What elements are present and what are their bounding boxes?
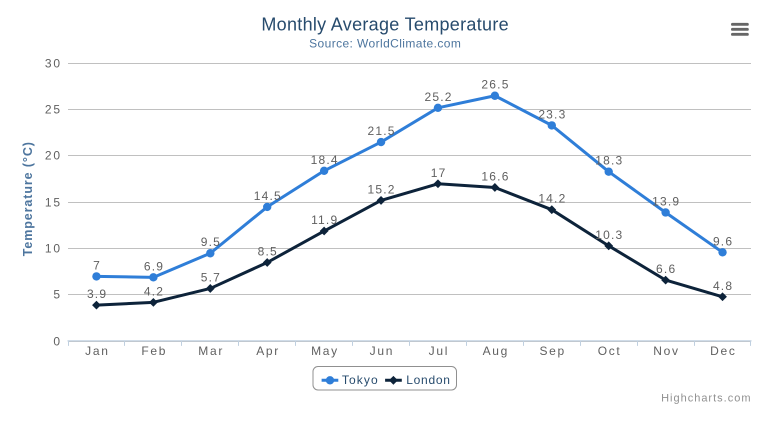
svg-text:Monthly Average Temperature: Monthly Average Temperature bbox=[261, 15, 509, 35]
svg-text:Sep: Sep bbox=[539, 344, 565, 358]
svg-text:Dec: Dec bbox=[710, 344, 736, 358]
svg-text:5: 5 bbox=[53, 288, 61, 302]
svg-text:25: 25 bbox=[45, 103, 62, 117]
svg-text:9.6: 9.6 bbox=[713, 234, 733, 248]
svg-text:6.6: 6.6 bbox=[656, 262, 676, 276]
svg-text:23.3: 23.3 bbox=[538, 107, 566, 121]
svg-text:May: May bbox=[311, 344, 339, 358]
svg-text:9.5: 9.5 bbox=[201, 235, 221, 249]
svg-text:Temperature (°C): Temperature (°C) bbox=[21, 141, 35, 256]
svg-text:26.5: 26.5 bbox=[481, 78, 509, 92]
svg-text:Jan: Jan bbox=[85, 344, 109, 358]
svg-text:15.2: 15.2 bbox=[368, 182, 396, 196]
svg-text:21.5: 21.5 bbox=[368, 124, 396, 138]
svg-text:Nov: Nov bbox=[653, 344, 679, 358]
svg-text:14.5: 14.5 bbox=[254, 189, 282, 203]
svg-text:30: 30 bbox=[45, 57, 62, 71]
svg-text:18.3: 18.3 bbox=[595, 154, 623, 168]
svg-text:17: 17 bbox=[431, 166, 447, 180]
svg-text:16.6: 16.6 bbox=[481, 170, 509, 184]
svg-text:7: 7 bbox=[93, 258, 101, 272]
svg-text:4.2: 4.2 bbox=[144, 284, 164, 298]
svg-text:5.7: 5.7 bbox=[201, 270, 221, 284]
svg-text:3.9: 3.9 bbox=[87, 287, 107, 301]
svg-text:15: 15 bbox=[45, 196, 62, 210]
svg-text:Oct: Oct bbox=[598, 344, 622, 358]
svg-text:10: 10 bbox=[45, 242, 62, 256]
svg-text:18.4: 18.4 bbox=[311, 153, 339, 167]
svg-text:0: 0 bbox=[53, 335, 61, 349]
svg-text:Feb: Feb bbox=[141, 344, 167, 358]
svg-text:Jul: Jul bbox=[429, 344, 449, 358]
svg-text:Jun: Jun bbox=[370, 344, 394, 358]
svg-text:Tokyo: Tokyo bbox=[342, 373, 379, 387]
svg-text:20: 20 bbox=[45, 149, 62, 163]
svg-text:8.5: 8.5 bbox=[258, 245, 278, 259]
svg-text:Source: WorldClimate.com: Source: WorldClimate.com bbox=[309, 37, 461, 51]
svg-text:Highcharts.com: Highcharts.com bbox=[661, 393, 751, 405]
svg-text:Apr: Apr bbox=[256, 344, 280, 358]
svg-text:Mar: Mar bbox=[198, 344, 224, 358]
svg-text:13.9: 13.9 bbox=[652, 195, 680, 209]
svg-text:6.9: 6.9 bbox=[144, 259, 164, 273]
svg-text:London: London bbox=[406, 373, 451, 387]
svg-text:Aug: Aug bbox=[483, 344, 509, 358]
svg-text:14.2: 14.2 bbox=[538, 192, 566, 206]
svg-text:11.9: 11.9 bbox=[311, 213, 338, 227]
svg-text:4.8: 4.8 bbox=[713, 279, 733, 293]
svg-text:10.3: 10.3 bbox=[595, 228, 623, 242]
svg-text:25.2: 25.2 bbox=[425, 90, 453, 104]
